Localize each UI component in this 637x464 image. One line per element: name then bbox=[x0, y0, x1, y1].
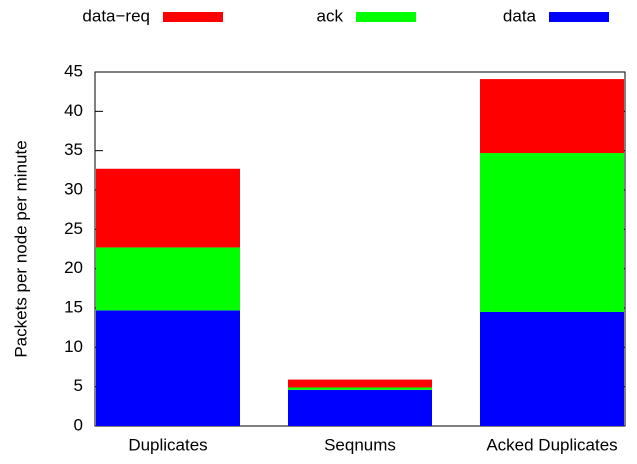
y-tick-label: 0 bbox=[74, 415, 83, 434]
legend-label: data bbox=[503, 6, 537, 25]
y-tick-label: 15 bbox=[64, 297, 83, 316]
bar-segment bbox=[96, 247, 240, 311]
y-tick-label: 20 bbox=[64, 258, 83, 277]
x-tick-label: Seqnums bbox=[324, 435, 396, 454]
y-tick-label: 5 bbox=[74, 376, 83, 395]
y-axis-label: Packets per node per minute bbox=[11, 140, 30, 357]
y-tick-label: 40 bbox=[64, 101, 83, 120]
bar-segment bbox=[288, 389, 432, 426]
legend-swatch bbox=[549, 12, 609, 22]
y-tick-label: 10 bbox=[64, 337, 83, 356]
y-tick-label: 25 bbox=[64, 219, 83, 238]
x-tick-label: Acked Duplicates bbox=[486, 435, 617, 454]
legend-swatch bbox=[163, 12, 223, 22]
y-tick-label: 30 bbox=[64, 179, 83, 198]
bar-segment bbox=[480, 79, 624, 154]
bar-segment bbox=[480, 311, 624, 426]
legend-label: data−req bbox=[82, 6, 150, 25]
y-tick-label: 45 bbox=[64, 61, 83, 80]
x-tick-label: Duplicates bbox=[128, 435, 207, 454]
bar-segment bbox=[480, 153, 624, 312]
bar-segment bbox=[96, 310, 240, 426]
legend-swatch bbox=[356, 12, 416, 22]
bar-segment bbox=[96, 168, 240, 248]
bar-segment bbox=[288, 387, 432, 390]
y-tick-label: 35 bbox=[64, 140, 83, 159]
legend-label: ack bbox=[317, 6, 344, 25]
bar-segment bbox=[288, 379, 432, 388]
